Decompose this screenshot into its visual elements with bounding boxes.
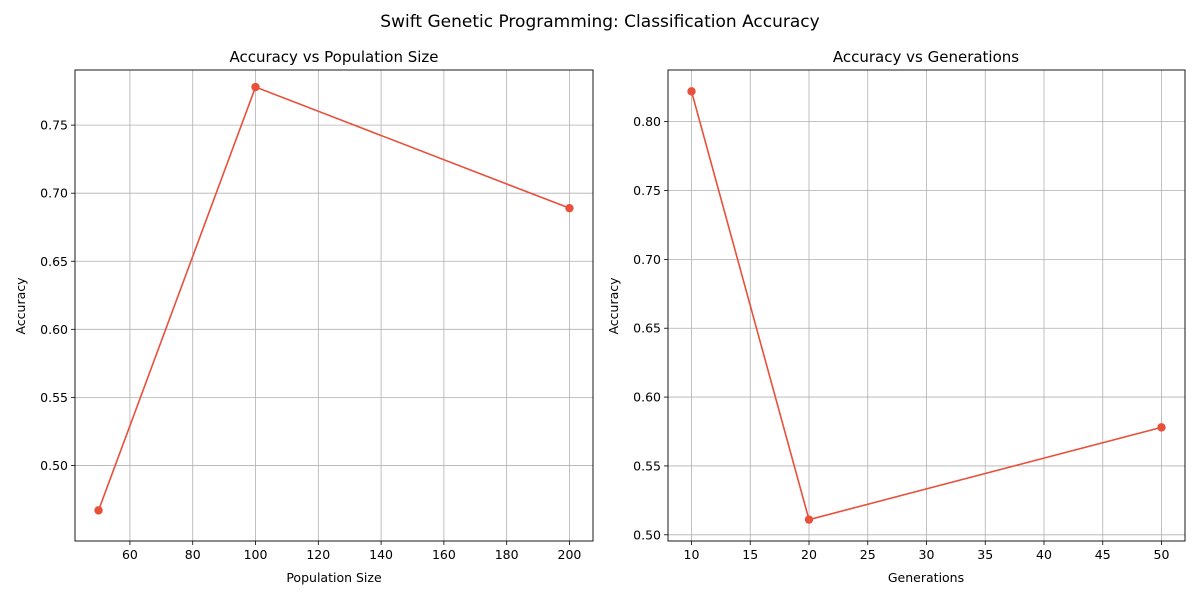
y-tick-label: 0.75 [40,118,68,133]
y-axis-label: Accuracy [606,277,621,335]
y-tick-label: 0.60 [40,322,68,337]
x-tick-label: 10 [684,547,700,562]
x-tick-label: 40 [1036,547,1052,562]
x-tick-label: 15 [742,547,758,562]
data-point [565,203,574,213]
x-tick-label: 80 [185,547,201,562]
x-tick-label: 45 [1095,547,1111,562]
y-tick-label: 0.55 [40,390,68,405]
y-axis-label: Accuracy [13,277,28,335]
data-point [251,82,260,92]
x-tick-label: 20 [801,547,817,562]
series-line [97,85,570,511]
grid [668,70,1185,541]
y-tick-label: 0.80 [633,114,661,129]
y-tick-label: 0.60 [633,390,661,405]
chart-population-size: Accuracy vs Population Size Population S… [13,48,594,585]
x-tick-label: 25 [860,547,876,562]
axes-frame [74,69,594,542]
x-tick-label: 35 [977,547,993,562]
x-tick-label: 140 [369,547,393,562]
chart-title: Accuracy vs Generations [833,48,1019,66]
x-tick-label: 200 [558,547,582,562]
y-tick-label: 0.75 [633,183,661,198]
x-tick-label: 50 [1154,547,1170,562]
data-point [94,506,103,515]
x-axis-label: Population Size [286,570,382,585]
x-tick-label: 120 [306,547,330,562]
grid [75,70,593,541]
figure-suptitle: Swift Genetic Programming: Classificatio… [380,12,819,32]
x-tick-label: 160 [432,547,456,562]
x-axis-label: Generations [888,570,964,585]
y-tick-label: 0.50 [40,458,68,473]
y-tick-label: 0.65 [633,321,661,336]
x-tick-label: 180 [495,547,519,562]
data-point [1157,423,1166,432]
y-tick-label: 0.65 [40,254,68,269]
y-tick-label: 0.55 [633,458,661,473]
x-tick-label: 100 [244,547,268,562]
data-point [687,87,696,96]
axes-frame [667,69,1186,542]
data-point [804,515,814,524]
chart-title: Accuracy vs Population Size [229,48,438,66]
chart-generations: Accuracy vs Generations Generations Accu… [606,48,1186,585]
y-tick-label: 0.70 [40,186,68,201]
x-tick-label: 30 [919,547,935,562]
y-tick-label: 0.50 [633,527,661,542]
x-tick-label: 60 [122,547,138,562]
y-tick-label: 0.70 [633,252,661,267]
